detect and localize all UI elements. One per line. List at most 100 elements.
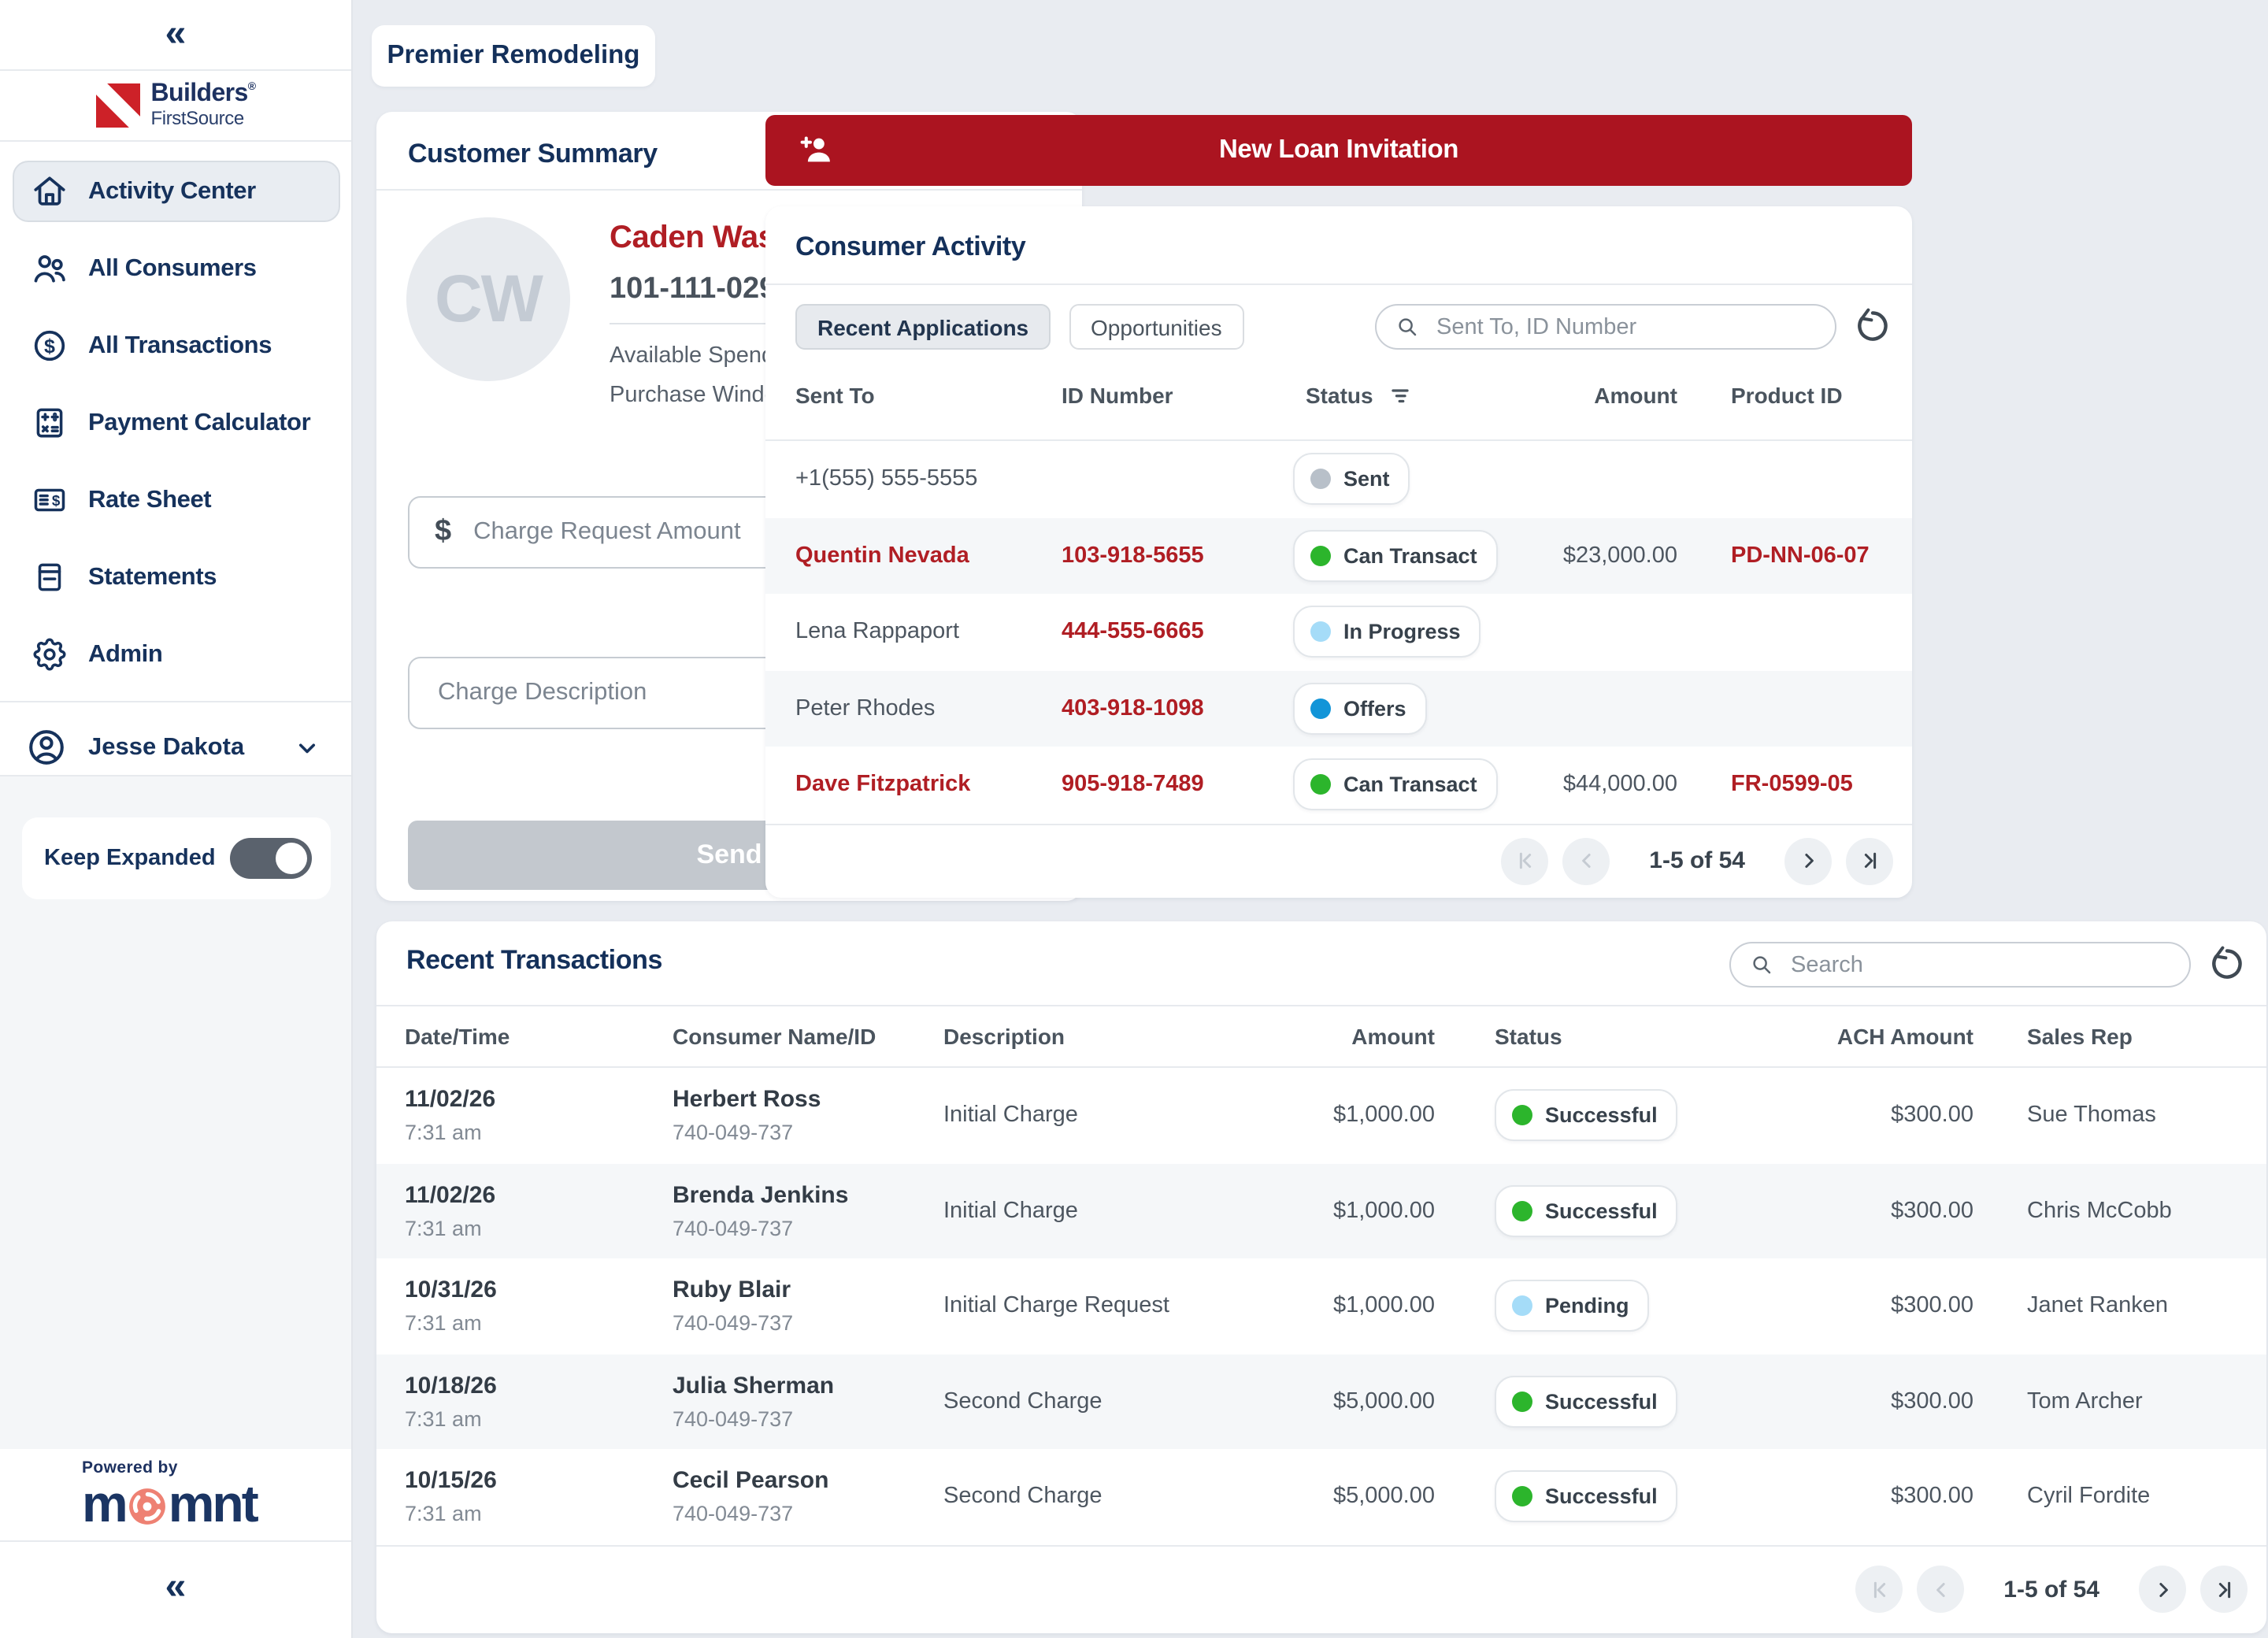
sidebar: « Builders® FirstSource Activity Center … [0,0,353,1638]
id-number-link[interactable]: 905-918-7489 [1062,772,1204,798]
sidebar-item-all-consumers[interactable]: All Consumers [13,238,340,299]
momnt-logo-prefix: m [82,1474,128,1532]
tx-date: 11/02/26 [405,1181,496,1209]
first-page-icon[interactable] [1855,1566,1903,1613]
tx-ach-amount: $300.00 [1891,1198,1973,1224]
divider [0,1540,351,1542]
col-amount: Amount [1594,382,1677,407]
last-page-icon[interactable] [2200,1566,2248,1613]
tx-consumer-id: 740-049-737 [673,1121,794,1145]
keep-expanded-toggle[interactable] [230,838,312,879]
sidebar-item-label: Activity Center [88,177,256,204]
transactions-pagination: 1-5 of 54 [376,1544,2266,1632]
id-number-link[interactable]: 444-555-6665 [1062,619,1204,645]
transactions-search-input[interactable] [1788,951,2170,979]
tx-date: 10/18/26 [405,1372,497,1399]
last-page-icon[interactable] [1846,837,1893,884]
chevron-down-icon[interactable] [293,733,321,762]
sidebar-item-admin[interactable]: Admin [13,624,340,685]
sidebar-collapse-button-bottom[interactable]: « [0,1566,351,1608]
col-ach-amount: ACH Amount [1836,1024,1973,1049]
sidebar-collapse-button-top[interactable]: « [0,13,351,55]
id-number-link[interactable]: 103-918-5655 [1062,543,1204,569]
sidebar-item-payment-calculator[interactable]: Payment Calculator [13,392,340,454]
tx-time: 7:31 am [405,1502,482,1526]
divider [0,140,351,142]
id-number-link[interactable]: 403-918-1098 [1062,695,1204,721]
status-dot [1310,698,1331,719]
tx-sales-rep: Janet Ranken [2027,1293,2168,1319]
first-page-icon[interactable] [1501,837,1549,884]
tx-amount: $1,000.00 [1332,1198,1435,1224]
sent-to-value: Peter Rhodes [795,695,936,721]
keep-expanded-label: Keep Expanded [44,846,216,871]
refresh-icon[interactable] [1854,307,1892,345]
tx-date: 11/02/26 [405,1086,496,1114]
consumer-activity-card: Consumer Activity Recent Applications Op… [765,206,1912,898]
next-page-icon[interactable] [2139,1566,2186,1613]
dollar-icon: $ [435,515,452,549]
sidebar-item-label: Payment Calculator [88,409,311,435]
powered-by-momnt: Powered by m mnt [0,1449,351,1540]
tab-opportunities[interactable]: Opportunities [1069,304,1244,350]
toggle-knob [276,843,307,874]
status-chip: Can Transact [1293,529,1498,582]
next-page-icon[interactable] [1784,837,1832,884]
momnt-logo: m mnt [82,1477,351,1529]
status-dot [1512,1105,1532,1126]
org-tab-premier-remodeling[interactable]: Premier Remodeling [372,25,655,87]
amount-value: $44,000.00 [1562,772,1677,798]
status-chip: In Progress [1293,606,1481,658]
user-menu[interactable]: Jesse Dakota [13,717,340,778]
status-dot [1310,621,1331,643]
refresh-icon[interactable] [2208,945,2246,983]
filter-icon[interactable] [1386,380,1414,409]
double-chevron-left-icon: « [165,1566,187,1608]
consumer-activity-table-header: Sent To ID Number Status Amount Product … [765,350,1912,441]
prev-page-icon[interactable] [1562,837,1610,884]
recent-transactions-title: Recent Transactions [406,945,662,975]
sidebar-item-statements[interactable]: Statements [13,547,340,608]
sent-to-value: +1(555) 555-5555 [795,466,978,492]
transaction-row: 10/31/26 7:31 am Ruby Blair 740-049-737 In… [376,1258,2266,1354]
sidebar-item-rate-sheet[interactable]: $ Rate Sheet [13,469,340,531]
transaction-row: 11/02/26 7:31 am Brenda Jenkins 740-049-73… [376,1163,2266,1258]
product-id-link[interactable]: FR-0599-05 [1731,772,1853,798]
logo-line2: FirstSource [150,107,245,129]
customer-phone: 101-111-0290 [610,272,793,306]
status-dot [1310,774,1331,795]
sent-to-link[interactable]: Quentin Nevada [795,543,969,569]
sidebar-lower-panel: Keep Expanded [0,775,351,1449]
col-status: Status [1306,382,1373,407]
sidebar-item-activity-center[interactable]: Activity Center [13,161,340,222]
user-name: Jesse Dakota [88,733,245,760]
tab-recent-applications[interactable]: Recent Applications [795,304,1051,350]
consumer-activity-title: Consumer Activity [795,232,1026,261]
keep-expanded-card: Keep Expanded [22,817,331,899]
tx-sales-rep: Cyril Fordite [2027,1484,2151,1510]
status-chip: Offers [1293,682,1427,735]
tx-time: 7:31 am [405,1216,482,1240]
tx-time: 7:31 am [405,1121,482,1145]
product-id-link[interactable]: PD-NN-06-07 [1731,543,1870,569]
sidebar-item-label: Rate Sheet [88,486,212,513]
tx-consumer-id: 740-049-737 [673,1502,794,1526]
home-icon [30,172,69,211]
sent-to-link[interactable]: Dave Fitzpatrick [795,772,971,798]
tx-description: Initial Charge Request [943,1293,1169,1319]
tx-description: Second Charge [943,1388,1102,1414]
status-dot [1512,1391,1532,1412]
sidebar-item-all-transactions[interactable]: $ All Transactions [13,315,340,376]
consumer-activity-search-input[interactable] [1433,313,1816,341]
prev-page-icon[interactable] [1917,1566,1965,1613]
tx-consumer-name: Brenda Jenkins [673,1181,849,1209]
tx-time: 7:31 am [405,1406,482,1431]
sidebar-item-label: All Transactions [88,332,272,358]
transactions-search-wrap [1729,942,2191,988]
tx-description: Initial Charge [943,1102,1078,1128]
status-dot [1512,1200,1532,1221]
new-loan-invitation-button[interactable]: New Loan Invitation [765,115,1912,186]
double-chevron-left-icon: « [165,13,187,55]
bfs-logo-mark-icon [95,83,140,127]
